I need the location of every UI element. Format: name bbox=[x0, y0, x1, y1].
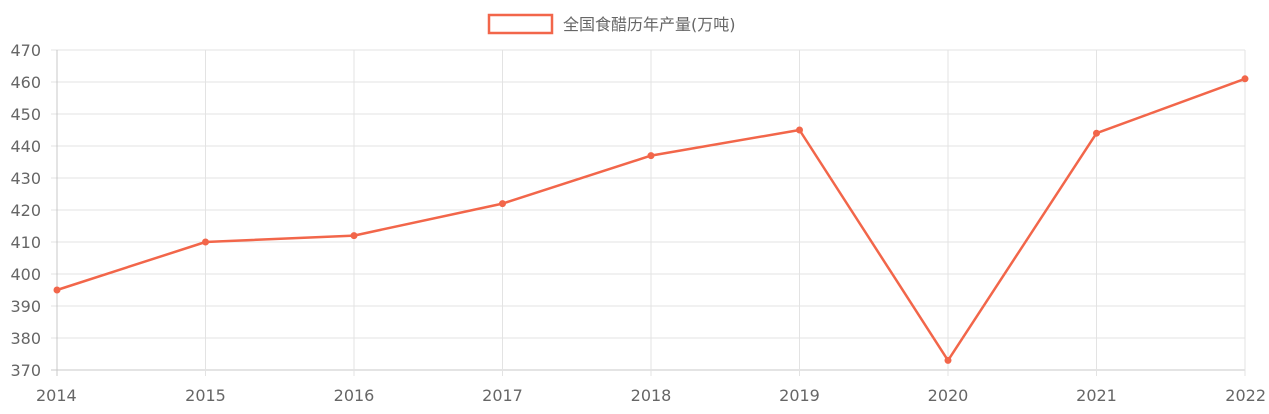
data-point[interactable] bbox=[202, 238, 209, 246]
y-tick-label: 370 bbox=[10, 361, 41, 380]
y-tick-label: 460 bbox=[10, 73, 41, 92]
y-tick-label: 410 bbox=[10, 233, 41, 252]
y-tick-label: 390 bbox=[10, 297, 41, 316]
data-point[interactable] bbox=[1093, 129, 1100, 137]
legend-label[interactable]: 全国食醋历年产量(万吨) bbox=[563, 15, 736, 34]
grid bbox=[51, 49, 1246, 376]
y-axis-ticks: 470 460 450 440 430 420 410 400 390 380 370 bbox=[10, 41, 41, 380]
y-tick-label: 470 bbox=[10, 41, 41, 60]
y-tick-label: 420 bbox=[10, 201, 41, 220]
x-tick-label: 2021 bbox=[1076, 386, 1117, 405]
x-tick-label: 2015 bbox=[185, 386, 226, 405]
y-tick-label: 380 bbox=[10, 329, 41, 348]
x-tick-label: 2020 bbox=[928, 386, 969, 405]
x-tick-label: 2017 bbox=[482, 386, 523, 405]
x-tick-label: 2022 bbox=[1225, 386, 1266, 405]
data-point[interactable] bbox=[350, 232, 358, 240]
legend-swatch[interactable] bbox=[487, 13, 554, 35]
y-tick-label: 430 bbox=[10, 169, 41, 188]
data-point[interactable] bbox=[499, 200, 506, 208]
x-axis-ticks: 2014 2015 2016 2017 2018 2019 2020 2021 2022 bbox=[36, 386, 1266, 405]
data-point[interactable] bbox=[647, 152, 655, 160]
x-tick-label: 2019 bbox=[779, 386, 820, 405]
data-point[interactable] bbox=[1241, 75, 1249, 83]
data-point[interactable] bbox=[796, 126, 803, 134]
data-point[interactable] bbox=[944, 356, 952, 364]
x-tick-label: 2018 bbox=[631, 386, 672, 405]
x-tick-label: 2014 bbox=[36, 386, 77, 405]
y-tick-label: 450 bbox=[10, 105, 41, 124]
x-tick-label: 2016 bbox=[334, 386, 375, 405]
legend[interactable]: 全国食醋历年产量(万吨) bbox=[487, 13, 736, 35]
y-tick-label: 440 bbox=[10, 137, 41, 156]
data-point[interactable] bbox=[53, 286, 61, 294]
series bbox=[53, 75, 1249, 364]
y-tick-label: 400 bbox=[10, 265, 41, 284]
